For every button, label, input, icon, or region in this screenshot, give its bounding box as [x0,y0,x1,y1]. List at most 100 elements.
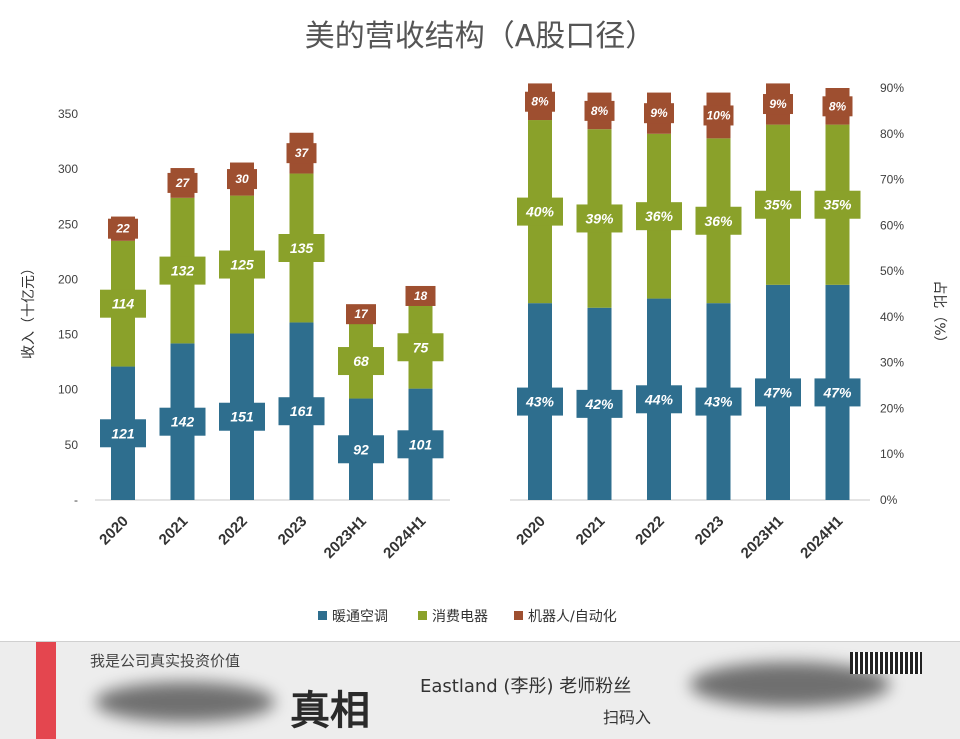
revenue-data-label: 22 [115,222,130,236]
share-data-label: 8% [591,104,609,118]
revenue-data-label: 125 [230,257,254,273]
legend-label-hvac: 暖通空调 [332,609,388,625]
blurred-region [95,682,275,722]
qr-code-icon [850,652,922,674]
share-label-box [695,387,742,416]
revenue-x-tick: 2020 [96,513,132,549]
share-x-tick: 2023 [692,513,728,549]
revenue-data-label: 30 [235,172,249,186]
share-data-label: 43% [703,394,733,410]
share-label-box [517,197,563,226]
revenue-label-box [278,397,325,426]
revenue-data-label: 17 [354,307,369,321]
legend-swatch-robot [514,611,523,620]
revenue-label-box [159,407,206,436]
revenue-data-label: 142 [171,414,195,430]
revenue-data-label: 101 [409,436,433,452]
share-y-tick: 70% [880,173,904,187]
share-x-tick: 2022 [632,513,668,549]
revenue-x-tick: 2023H1 [321,513,370,562]
share-y-tick: 10% [880,447,904,461]
revenue-label-box [397,430,444,459]
revenue-data-label: 68 [353,353,369,369]
share-label-box [576,204,623,233]
share-label-box [525,91,555,112]
share-data-label: 44% [644,391,674,407]
share-data-label: 43% [525,394,555,410]
share-label-box [822,96,853,117]
revenue-label-box [278,233,325,262]
share-y-tick: 80% [880,127,904,141]
share-x-tick: 2023H1 [738,513,787,562]
share-data-label: 8% [829,99,847,113]
revenue-x-tick: 2024H1 [380,513,429,562]
share-label-box [755,378,801,407]
share-label-box [636,202,682,231]
revenue-y-tick: 200 [58,272,78,286]
share-label-box [644,103,674,124]
revenue-y-tick: 50 [65,438,79,452]
share-label-box [636,385,682,414]
share-label-box [755,190,801,219]
share-data-label: 47% [822,384,852,400]
share-x-tick: 2021 [573,513,609,549]
legend-label-consumer: 消费电器 [432,609,488,625]
revenue-data-label: 121 [111,425,135,441]
banner-tag [36,642,56,739]
revenue-label-box [100,289,146,318]
revenue-label-box [286,143,317,164]
share-y-tick: 0% [880,493,898,507]
share-y-tick: 30% [880,356,904,370]
share-data-label: 9% [769,97,787,111]
share-y-tick: 40% [880,310,904,324]
revenue-chart: - 50 100 150 200 250 300 350 收入（十亿元） 121 114 22 2020… [21,107,450,562]
revenue-label-box [346,304,376,325]
revenue-y-tick: 300 [58,162,78,176]
share-chart: 0% 10% 20% 30% 40% 50% 60% 70% 80% 90% 占比（%） 43% 40%… [510,81,947,562]
share-data-label: 36% [704,213,733,229]
legend: 暖通空调 消费电器 机器人/自动化 [318,609,617,625]
legend-swatch-hvac [318,611,327,620]
revenue-label-box [227,169,257,190]
revenue-label-box [100,419,146,448]
share-data-label: 35% [764,197,793,213]
revenue-data-label: 135 [290,240,314,256]
promo-banner: 我是公司真实投资价值 真相 Eastland (李彤) 老师粉丝 扫码入 [0,641,960,739]
share-data-label: 35% [823,197,852,213]
share-data-label: 42% [584,396,614,412]
banner-headline: 真相 [290,687,370,734]
revenue-x-tick: 2022 [215,513,251,549]
share-data-label: 39% [585,210,614,226]
share-x-tick: 2024H1 [797,513,846,562]
share-x-tick: 2020 [513,513,549,549]
share-label-box [695,206,742,235]
revenue-data-label: 18 [414,289,428,303]
revenue-y-tick: 250 [58,217,78,231]
share-y-tick: 60% [880,218,904,232]
revenue-y-tick: 350 [58,107,78,121]
share-data-label: 8% [531,95,549,109]
share-data-label: 40% [525,204,555,220]
share-label-box [576,389,623,418]
share-data-label: 47% [763,384,793,400]
revenue-label-box [405,285,436,306]
share-y-axis-title: 占比（%） [931,280,947,349]
revenue-y-tick: 150 [58,328,78,342]
revenue-data-label: 75 [413,339,429,355]
legend-swatch-consumer [418,611,427,620]
banner-scan-text: 扫码入 [603,708,652,727]
share-y-tick: 20% [880,401,904,415]
revenue-data-label: 132 [171,263,195,279]
banner-host: Eastland (李彤) 老师粉丝 [420,676,632,697]
share-data-label: 36% [645,208,674,224]
revenue-x-tick: 2021 [156,513,192,549]
share-label-box [814,190,861,219]
revenue-x-tick: 2023 [275,513,311,549]
banner-slogan: 我是公司真实投资价值 [90,652,241,670]
chart-canvas: 美的营收结构（A股口径） - 50 100 150 200 250 300 350 收入（十亿元… [21,19,947,625]
share-data-label: 10% [706,108,730,122]
revenue-label-box [159,256,206,285]
revenue-label-box [219,250,265,279]
share-y-tick: 50% [880,264,904,278]
share-label-box [763,94,793,115]
